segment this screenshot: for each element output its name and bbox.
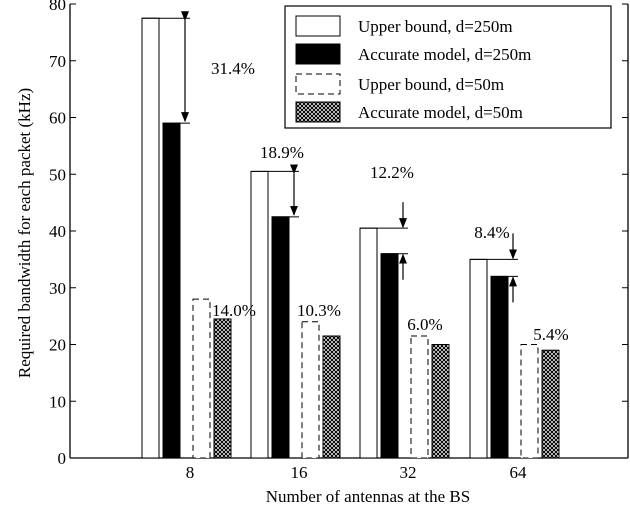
y-tick-label: 20 bbox=[49, 336, 66, 355]
difference-label-50: 6.0% bbox=[407, 315, 442, 334]
legend-label-accurate-250: Accurate model, d=250m bbox=[358, 45, 531, 64]
legend-swatch-accurate-250 bbox=[295, 43, 341, 65]
legend-swatch-upper-bound-50 bbox=[295, 73, 341, 95]
difference-label-250: 18.9% bbox=[260, 143, 304, 162]
bar-upper-bound-50 bbox=[520, 344, 539, 459]
bar-accurate-250 bbox=[380, 253, 399, 459]
legend-label-upper-bound-50: Upper bound, d=50m bbox=[358, 75, 504, 94]
x-tick-label: 64 bbox=[510, 463, 528, 482]
x-axis-title: Number of antennas at the BS bbox=[266, 487, 470, 506]
legend: Upper bound, d=250m Accurate model, d=25… bbox=[284, 5, 612, 129]
difference-label-250: 8.4% bbox=[474, 223, 509, 242]
legend-label-accurate-50: Accurate model, d=50m bbox=[358, 103, 523, 122]
difference-label-50: 5.4% bbox=[533, 325, 568, 344]
legend-swatch-accurate-50 bbox=[295, 101, 341, 123]
bar-accurate-250 bbox=[271, 216, 290, 459]
y-tick-label: 30 bbox=[49, 279, 66, 298]
bar-accurate-50 bbox=[213, 318, 232, 459]
bar-accurate-50 bbox=[322, 335, 341, 459]
x-tick-label: 32 bbox=[400, 463, 417, 482]
y-tick-label: 40 bbox=[49, 222, 66, 241]
legend-swatch-upper-bound-250 bbox=[295, 15, 341, 37]
bar-accurate-250 bbox=[162, 122, 181, 459]
y-tick-label: 80 bbox=[49, 0, 66, 14]
y-tick-label: 0 bbox=[58, 449, 67, 468]
x-tick-label: 16 bbox=[291, 463, 308, 482]
bar-upper-bound-50 bbox=[192, 298, 211, 459]
bar-upper-bound-50 bbox=[410, 335, 429, 459]
bar-upper-bound-250 bbox=[141, 17, 160, 459]
bar-accurate-50 bbox=[541, 349, 560, 459]
difference-label-50: 10.3% bbox=[297, 301, 341, 320]
difference-label-250: 31.4% bbox=[211, 59, 255, 78]
difference-label-250: 12.2% bbox=[370, 163, 414, 182]
bar-accurate-50 bbox=[431, 344, 450, 459]
y-axis-title: Required bandwidth for each packet (kHz) bbox=[15, 88, 34, 378]
difference-label-50: 14.0% bbox=[212, 301, 256, 320]
y-tick-label: 50 bbox=[49, 165, 66, 184]
bar-upper-bound-250 bbox=[359, 227, 378, 459]
bar-upper-bound-250 bbox=[469, 258, 488, 459]
bar-accurate-250 bbox=[490, 275, 509, 459]
x-tick-label: 8 bbox=[186, 463, 195, 482]
y-tick-label: 70 bbox=[49, 52, 66, 71]
bar-upper-bound-50 bbox=[301, 321, 320, 459]
legend-label-upper-bound-250: Upper bound, d=250m bbox=[358, 17, 513, 36]
y-tick-label: 60 bbox=[49, 109, 66, 128]
y-tick-label: 10 bbox=[49, 392, 66, 411]
